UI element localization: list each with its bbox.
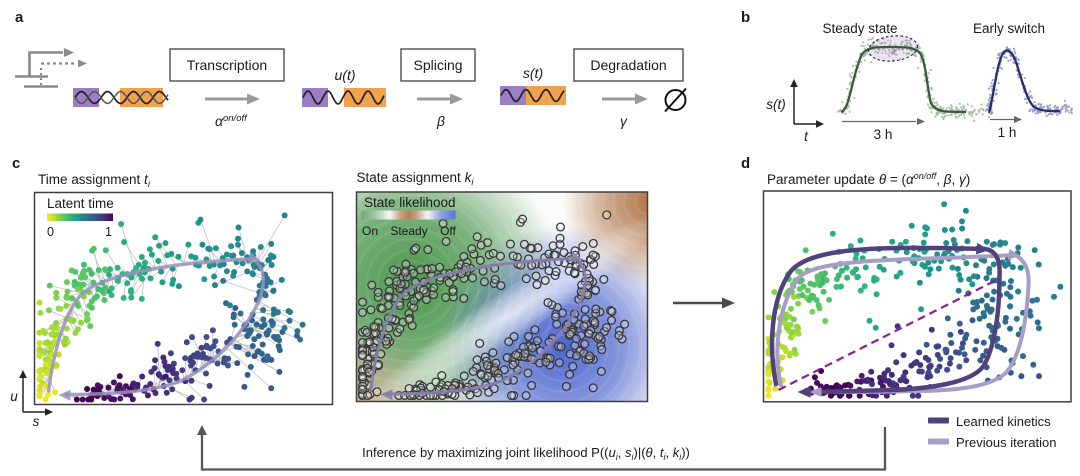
svg-text:β: β — [436, 113, 445, 129]
svg-text:Previous iteration: Previous iteration — [956, 435, 1056, 450]
svg-text:Time assignment ti: Time assignment ti — [38, 172, 151, 190]
svg-text:αon/off: αon/off — [215, 113, 248, 129]
svg-text:d: d — [741, 155, 750, 172]
svg-text:s: s — [33, 414, 40, 429]
svg-text:0: 0 — [47, 225, 54, 239]
svg-text:c: c — [12, 155, 20, 172]
svg-text:b: b — [741, 9, 750, 26]
svg-text:Learned kinetics: Learned kinetics — [956, 414, 1051, 429]
svg-text:On: On — [362, 224, 378, 238]
svg-text:Steady state: Steady state — [822, 21, 897, 36]
svg-text:1: 1 — [105, 225, 112, 239]
svg-text:Inference by maximizing joint: Inference by maximizing joint likelihood… — [362, 445, 690, 462]
svg-text:Early switch: Early switch — [973, 21, 1045, 36]
svg-text:Transcription: Transcription — [187, 57, 267, 73]
svg-text:u: u — [10, 389, 18, 404]
svg-text:t: t — [804, 129, 809, 144]
svg-text:u(t): u(t) — [335, 67, 356, 83]
svg-text:Off: Off — [440, 224, 456, 238]
svg-text:3 h: 3 h — [874, 127, 893, 142]
svg-text:γ: γ — [620, 113, 628, 129]
svg-text:Steady: Steady — [390, 224, 427, 238]
svg-text:Latent time: Latent time — [47, 196, 114, 211]
svg-text:a: a — [15, 9, 24, 26]
svg-text:s(t): s(t) — [523, 65, 543, 81]
svg-text:s(t): s(t) — [766, 97, 786, 112]
svg-text:State assignment ki: State assignment ki — [357, 170, 475, 188]
svg-text:1 h: 1 h — [998, 125, 1017, 140]
svg-text:State likelihood: State likelihood — [364, 195, 456, 210]
svg-text:Parameter update θ = (αon/off,: Parameter update θ = (αon/off, β, γ) — [767, 171, 970, 187]
svg-text:Splicing: Splicing — [413, 57, 462, 73]
svg-text:Degradation: Degradation — [590, 57, 666, 73]
